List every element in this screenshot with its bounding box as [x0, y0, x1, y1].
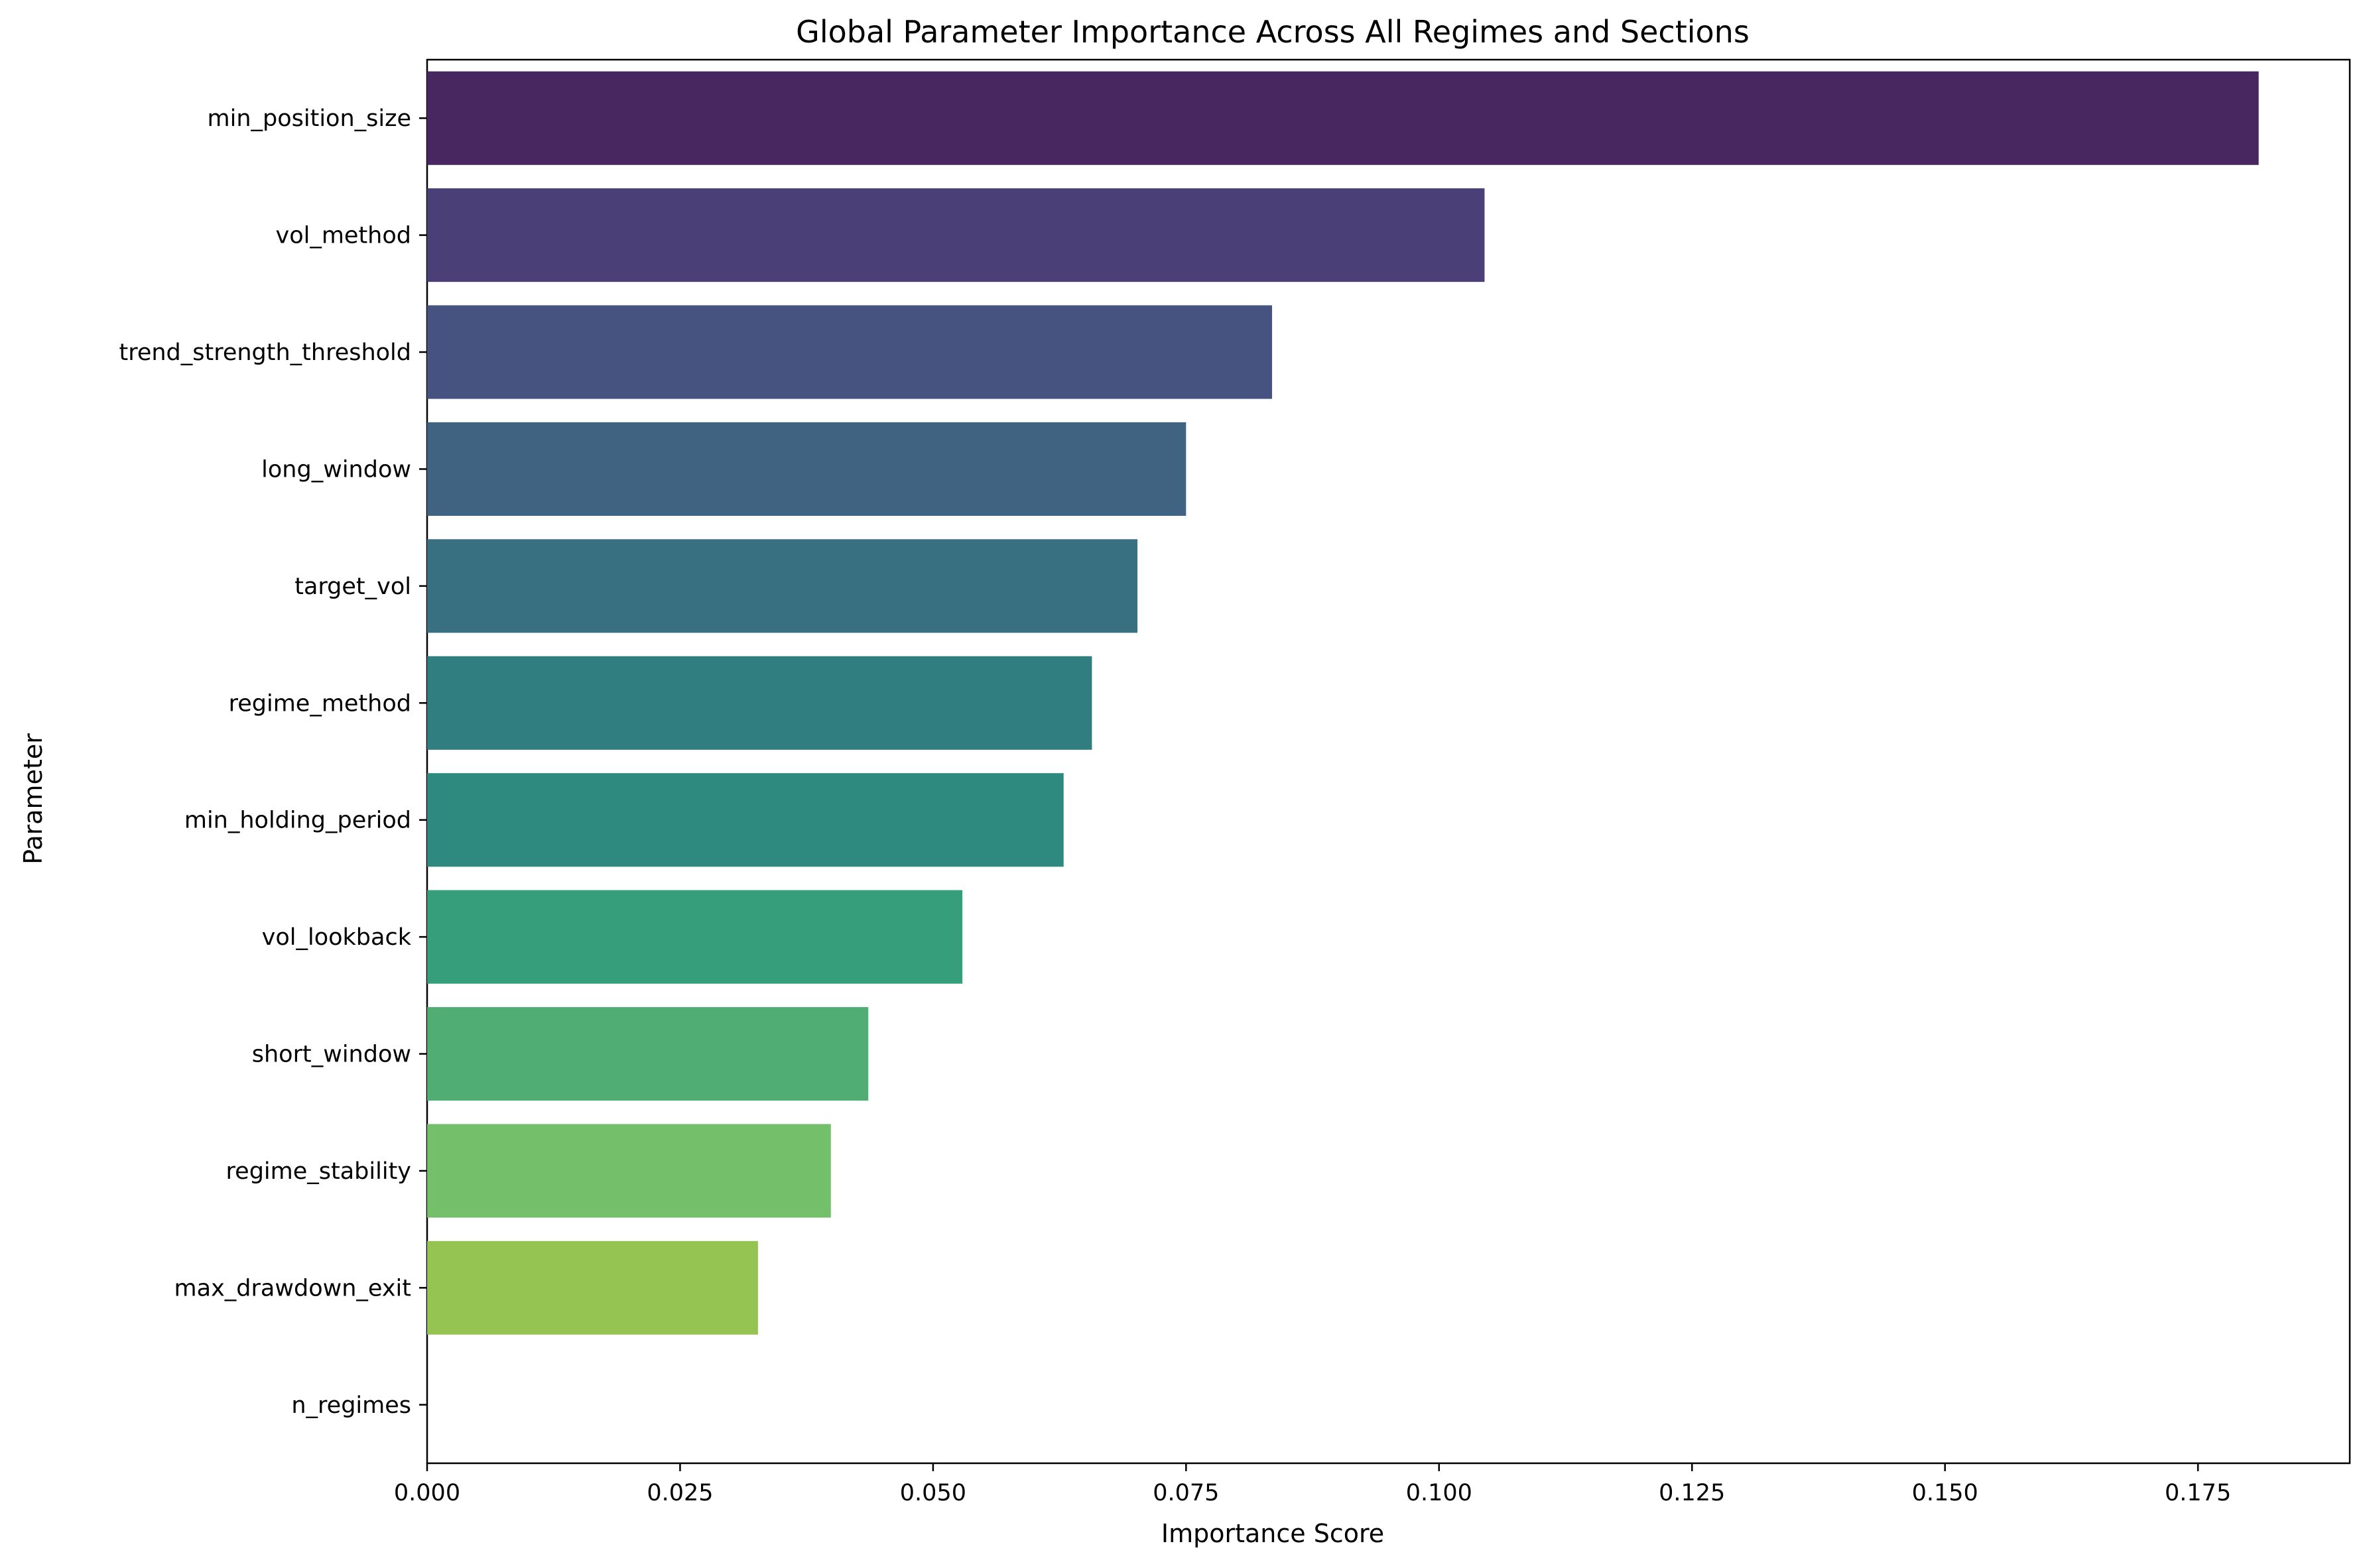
y-tick-label: target_vol [294, 573, 411, 600]
bar-series [427, 71, 2259, 1335]
y-tick-label: trend_strength_threshold [119, 339, 411, 366]
y-tick-label: vol_lookback [262, 924, 412, 951]
y-tick-label: max_drawdown_exit [174, 1275, 411, 1301]
bar-long-window [427, 422, 1186, 516]
x-tick-label: 0.050 [900, 1480, 966, 1506]
bar-vol-lookback [427, 890, 963, 984]
bar-min-holding-period [427, 773, 1064, 867]
x-tick-label: 0.150 [1912, 1480, 1978, 1506]
plot-frame [426, 58, 2351, 1465]
bar-trend-strength-threshold [427, 305, 1273, 399]
y-tick-label: regime_stability [226, 1158, 411, 1185]
bar-short-window [427, 1006, 869, 1101]
y-tick-label: short_window [252, 1042, 411, 1068]
x-axis: 0.000 0.025 0.050 0.075 0.100 0.125 0.150 0.175 [394, 1463, 2231, 1506]
x-tick-label: 0.025 [647, 1480, 713, 1506]
y-tick-label: min_holding_period [184, 808, 411, 834]
y-tick-label: vol_method [275, 223, 411, 249]
x-tick-label: 0.125 [1659, 1480, 1725, 1506]
x-tick-label: 0.075 [1153, 1480, 1219, 1506]
y-tick-label: n_regimes [291, 1392, 411, 1419]
bar-regime-method [427, 656, 1092, 750]
x-axis-label: Importance Score [1161, 1519, 1384, 1548]
x-tick-label: 0.100 [1406, 1480, 1472, 1506]
y-tick-label: regime_method [229, 690, 411, 717]
chart-title: Global Parameter Importance Across All R… [796, 14, 1750, 50]
bar-max-drawdown-exit [427, 1240, 758, 1335]
bar-regime-stability [427, 1124, 831, 1218]
plot-area [426, 58, 2351, 1465]
x-tick-label: 0.175 [2165, 1480, 2231, 1506]
y-axis-label: Parameter [19, 733, 48, 865]
y-axis: min_position_size vol_method trend_strengt… [119, 105, 427, 1419]
bar-target-vol [427, 539, 1138, 633]
bar-vol-method [427, 188, 1485, 282]
y-tick-label: min_position_size [208, 105, 412, 132]
x-tick-label: 0.000 [394, 1480, 460, 1506]
y-tick-label: long_window [261, 456, 411, 483]
bar-min-position-size [427, 71, 2259, 165]
